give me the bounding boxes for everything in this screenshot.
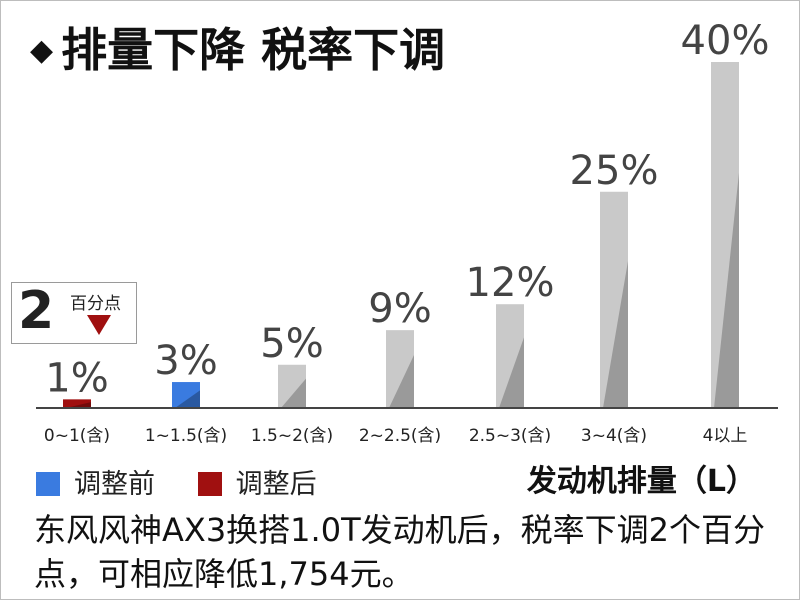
bar-shade-3 — [389, 355, 414, 408]
badge-unit: 百分点 — [70, 294, 121, 314]
data-label-3: 9% — [368, 286, 431, 332]
data-label-5: 25% — [570, 148, 659, 194]
legend-swatch-red — [197, 472, 222, 496]
data-label-0: 1% — [45, 355, 108, 401]
x-tick-label-0: 0~1(含) — [44, 426, 110, 446]
legend-label-after: 调整后 — [235, 469, 317, 500]
chart-title: ◆ 排量下降 税率下调 — [30, 14, 445, 80]
x-tick-label-6: 4以上 — [703, 426, 748, 446]
reduction-badge: 2 百分点 — [11, 281, 137, 344]
description-text: 东风风神AX3换搭1.0T发动机后，税率下调2个百分点，可相应降低1,754元。 — [34, 511, 765, 593]
bar-shade-2 — [281, 378, 306, 408]
bar-0 — [63, 399, 91, 408]
diamond-bullet-icon: ◆ — [30, 33, 54, 68]
badge-value: 2 — [18, 281, 55, 341]
x-tick-label-5: 3~4(含) — [581, 426, 647, 446]
legend-label-before: 调整前 — [74, 469, 155, 500]
bar-shade-0 — [66, 402, 91, 408]
legend-item-after: 调整后 — [197, 469, 317, 500]
bar-shade-6 — [714, 172, 739, 408]
legend: 调整前 调整后 — [36, 462, 351, 501]
x-tick-label-1: 1~1.5(含) — [145, 426, 227, 446]
bar-shade-1 — [175, 390, 200, 408]
x-tick-label-3: 2~2.5(含) — [359, 426, 441, 446]
data-label-2: 5% — [260, 321, 323, 367]
legend-swatch-blue — [36, 472, 60, 496]
bar-shade-4 — [499, 337, 524, 408]
bar-shade-5 — [603, 260, 628, 408]
title-text: 排量下降 税率下调 — [61, 23, 446, 77]
data-label-1: 3% — [154, 338, 217, 384]
data-label-6: 40% — [681, 18, 770, 64]
legend-item-before: 调整前 — [36, 469, 155, 500]
x-tick-label-2: 1.5~2(含) — [251, 426, 333, 446]
down-triangle-icon — [87, 315, 111, 335]
data-label-4: 12% — [466, 260, 555, 306]
x-tick-label-4: 2.5~3(含) — [469, 426, 551, 446]
x-axis-title: 发动机排量（L） — [526, 464, 756, 499]
